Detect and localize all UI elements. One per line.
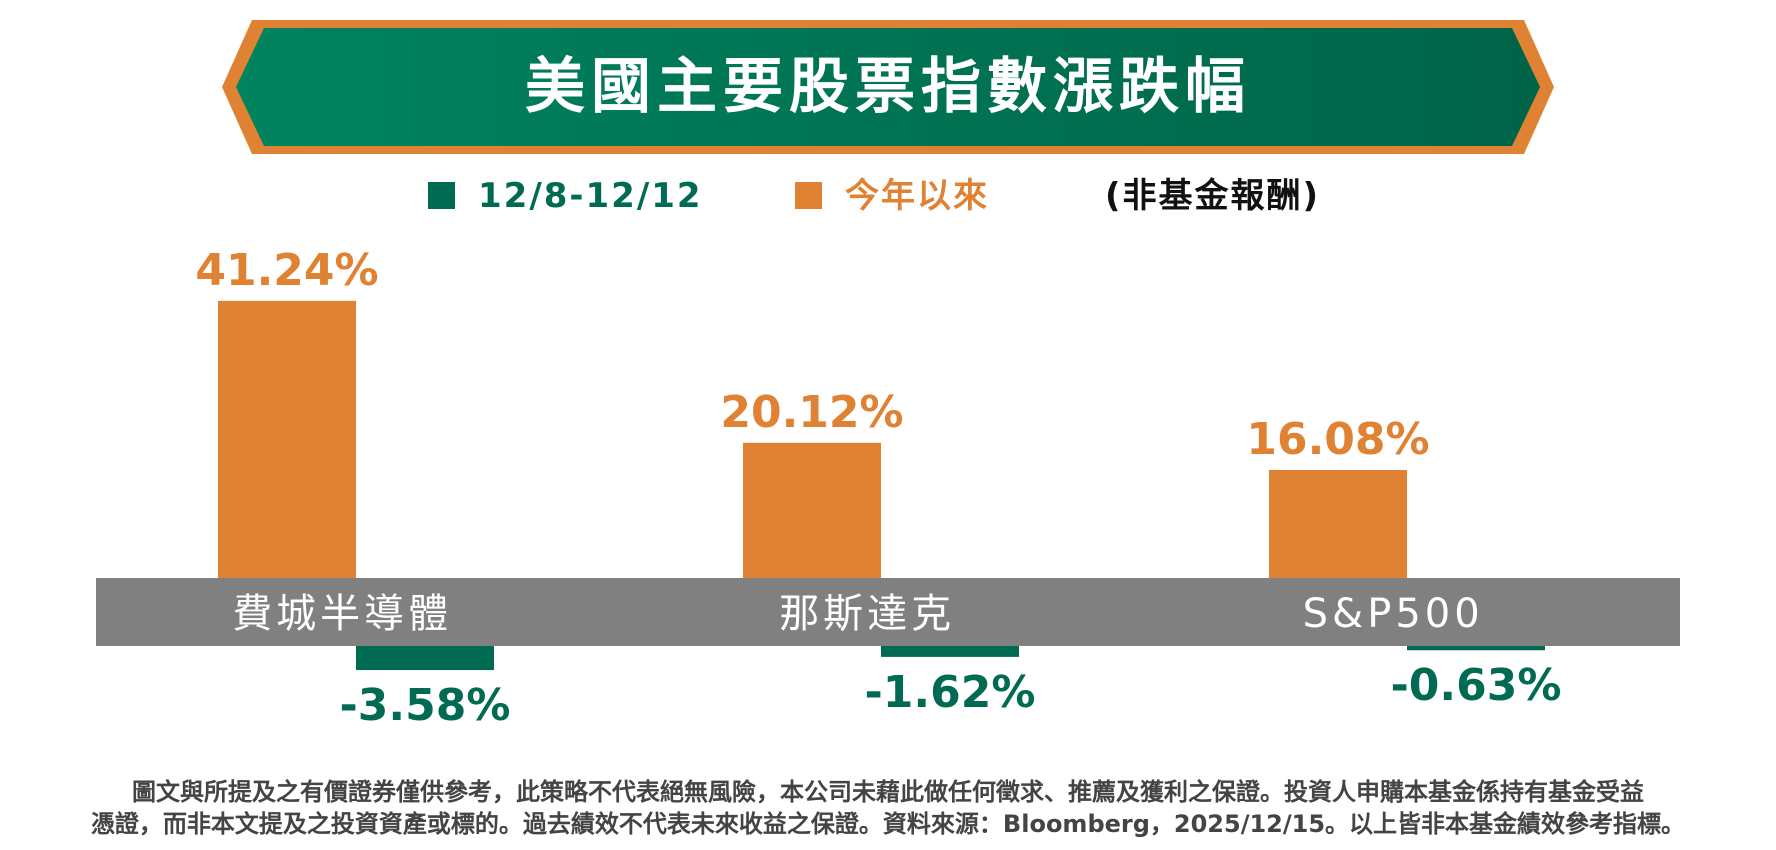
value-label-weekly: -1.62% — [865, 667, 1036, 718]
value-label-weekly: -3.58% — [340, 680, 511, 731]
value-label-ytd: 16.08% — [1246, 414, 1429, 465]
category-label: 那斯達克 — [779, 591, 955, 637]
disclaimer-line-2: 憑證，而非本文提及之投資資產或標的。過去績效不代表未來收益之保證。資料來源：Bl… — [90, 810, 1686, 838]
disclaimer-line-1: 圖文與所提及之有價證券僅供參考，此策略不代表絕無風險，本公司未藉此做任何徵求、推… — [132, 778, 1644, 806]
title-banner — [222, 20, 1554, 154]
bar-ytd — [1269, 469, 1407, 578]
category-label: S&P500 — [1303, 591, 1484, 637]
legend-label-weekly: 12/8-12/12 — [478, 176, 703, 216]
category-label: 費城半導體 — [232, 591, 452, 637]
legend-label-ytd: 今年以來 — [845, 176, 989, 216]
chart-title: 美國主要股票指數漲跌幅 — [525, 52, 1251, 122]
legend-swatch-ytd — [795, 182, 822, 209]
legend-swatch-weekly — [428, 182, 455, 209]
bar-ytd — [218, 300, 356, 578]
value-label-ytd: 41.24% — [195, 245, 378, 296]
bar-ytd — [743, 442, 881, 578]
bar-weekly — [1407, 646, 1545, 651]
value-label-weekly: -0.63% — [1391, 660, 1562, 711]
category-band — [96, 578, 1680, 646]
legend-note: (非基金報酬) — [1105, 176, 1321, 216]
bar-weekly — [356, 646, 494, 671]
bar-weekly — [881, 646, 1019, 657]
value-label-ytd: 20.12% — [720, 387, 903, 438]
